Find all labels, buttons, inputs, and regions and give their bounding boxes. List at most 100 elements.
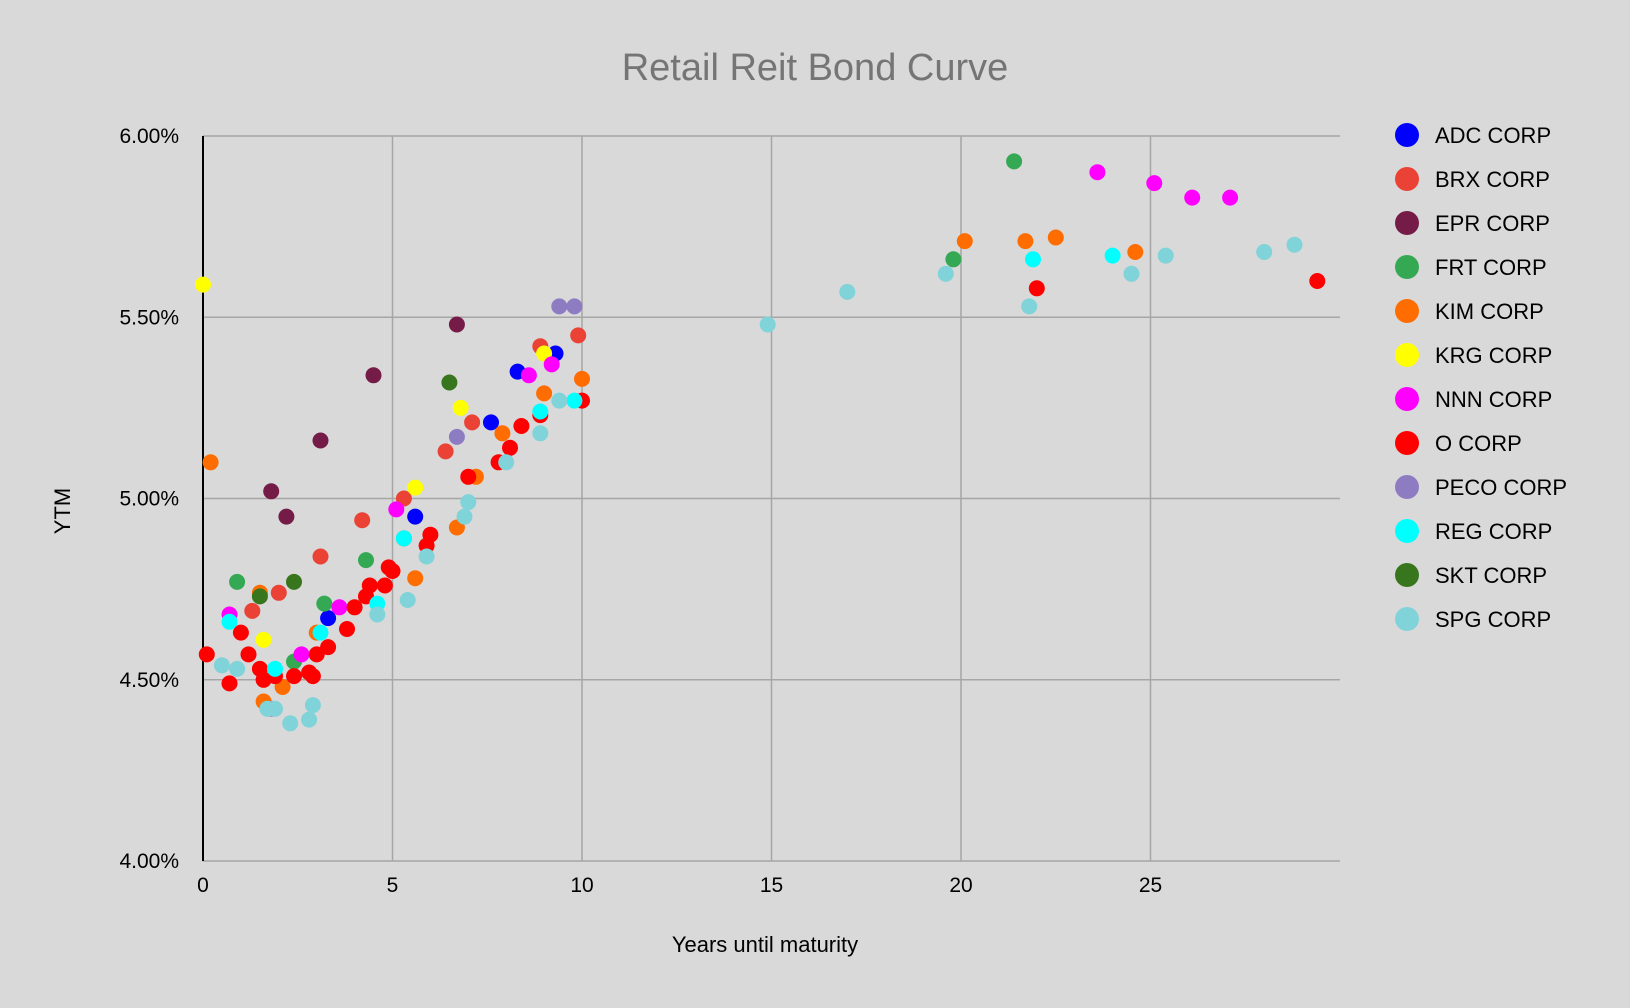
legend-item: BRX CORP: [1395, 167, 1550, 192]
data-point: [301, 711, 318, 728]
data-point: [312, 624, 329, 641]
series-group: [198, 273, 1326, 692]
x-tick-label: 20: [949, 874, 972, 897]
legend-label: KIM CORP: [1435, 299, 1544, 324]
data-point: [543, 356, 560, 373]
data-point: [1025, 251, 1041, 268]
data-point: [278, 508, 295, 525]
legend-label: FRT CORP: [1435, 255, 1547, 280]
data-point: [358, 552, 374, 569]
data-point: [376, 577, 393, 594]
legend-label: REG CORP: [1435, 519, 1552, 544]
legend-item: FRT CORP: [1395, 255, 1547, 280]
legend-marker: [1395, 387, 1419, 411]
data-point: [839, 283, 856, 300]
series-group: [251, 374, 458, 605]
data-point: [304, 697, 321, 714]
legend-item: KRG CORP: [1395, 343, 1552, 368]
data-point: [536, 385, 553, 402]
data-points: [195, 153, 1326, 732]
data-point: [202, 454, 219, 471]
legend-marker: [1395, 431, 1419, 455]
series-group: [229, 153, 1023, 670]
data-point: [320, 639, 337, 656]
data-point: [263, 483, 280, 500]
data-point: [270, 584, 287, 601]
y-tick-label: 4.50%: [119, 669, 179, 692]
data-point: [441, 374, 458, 391]
data-point: [339, 621, 355, 637]
series-group: [263, 316, 465, 525]
grid: [203, 135, 1340, 862]
legend-item: SPG CORP: [1395, 607, 1551, 632]
data-point: [308, 646, 325, 663]
data-point: [229, 660, 246, 677]
data-point: [1123, 265, 1140, 282]
data-point: [267, 660, 283, 677]
series-group: [221, 164, 1239, 663]
data-point: [293, 646, 310, 663]
data-point: [407, 570, 424, 587]
data-point: [286, 668, 302, 685]
data-point: [195, 276, 211, 293]
series-group: [202, 229, 1144, 710]
x-tick-label: 10: [570, 874, 593, 897]
legend-marker: [1395, 123, 1419, 147]
data-point: [244, 602, 261, 619]
data-point: [532, 403, 549, 420]
legend-item: NNN CORP: [1395, 387, 1552, 412]
data-point: [494, 425, 511, 442]
data-point: [1222, 189, 1239, 206]
legend-item: PECO CORP: [1395, 475, 1567, 500]
data-point: [1256, 244, 1273, 260]
data-point: [945, 251, 962, 268]
data-point: [365, 367, 382, 384]
legend-label: BRX CORP: [1435, 167, 1550, 192]
series-group: [213, 236, 1303, 732]
x-axis-title: Years until maturity: [672, 932, 858, 957]
series-group: [320, 345, 564, 627]
data-point: [331, 599, 348, 616]
data-point: [221, 675, 238, 692]
data-point: [502, 439, 518, 456]
data-point: [422, 526, 439, 543]
data-point: [1017, 233, 1034, 250]
data-point: [1047, 229, 1064, 246]
legend-marker: [1395, 563, 1419, 587]
data-point: [498, 454, 515, 471]
data-point: [286, 573, 302, 590]
series-group: [221, 247, 1121, 677]
data-point: [759, 316, 776, 333]
axes: 4.00% 4.50% 5.00% 5.50% 6.00% 0 5 10 15 20 25: [119, 125, 1162, 897]
data-point: [956, 233, 973, 250]
data-point: [566, 392, 583, 409]
data-point: [532, 425, 549, 442]
data-point: [1089, 164, 1106, 181]
legend-marker: [1395, 299, 1419, 323]
data-point: [388, 501, 405, 518]
x-tick-label: 5: [387, 874, 399, 897]
legend-marker: [1395, 607, 1419, 631]
data-point: [566, 298, 583, 315]
data-point: [229, 573, 246, 590]
data-point: [221, 613, 238, 630]
legend-item: REG CORP: [1395, 519, 1552, 544]
data-point: [448, 428, 465, 445]
data-point: [460, 468, 477, 485]
legend-marker: [1395, 475, 1419, 499]
data-point: [1028, 280, 1045, 297]
legend-label: KRG CORP: [1435, 343, 1552, 368]
y-tick-label: 4.00%: [119, 850, 179, 873]
data-point: [460, 494, 477, 511]
x-tick-label: 15: [760, 874, 783, 897]
data-point: [312, 432, 329, 449]
data-point: [437, 443, 454, 460]
legend-marker: [1395, 211, 1419, 235]
x-tick-label: 0: [197, 874, 209, 897]
data-point: [399, 592, 416, 608]
data-point: [316, 595, 333, 612]
legend-marker: [1395, 255, 1419, 279]
data-point: [1006, 153, 1023, 170]
